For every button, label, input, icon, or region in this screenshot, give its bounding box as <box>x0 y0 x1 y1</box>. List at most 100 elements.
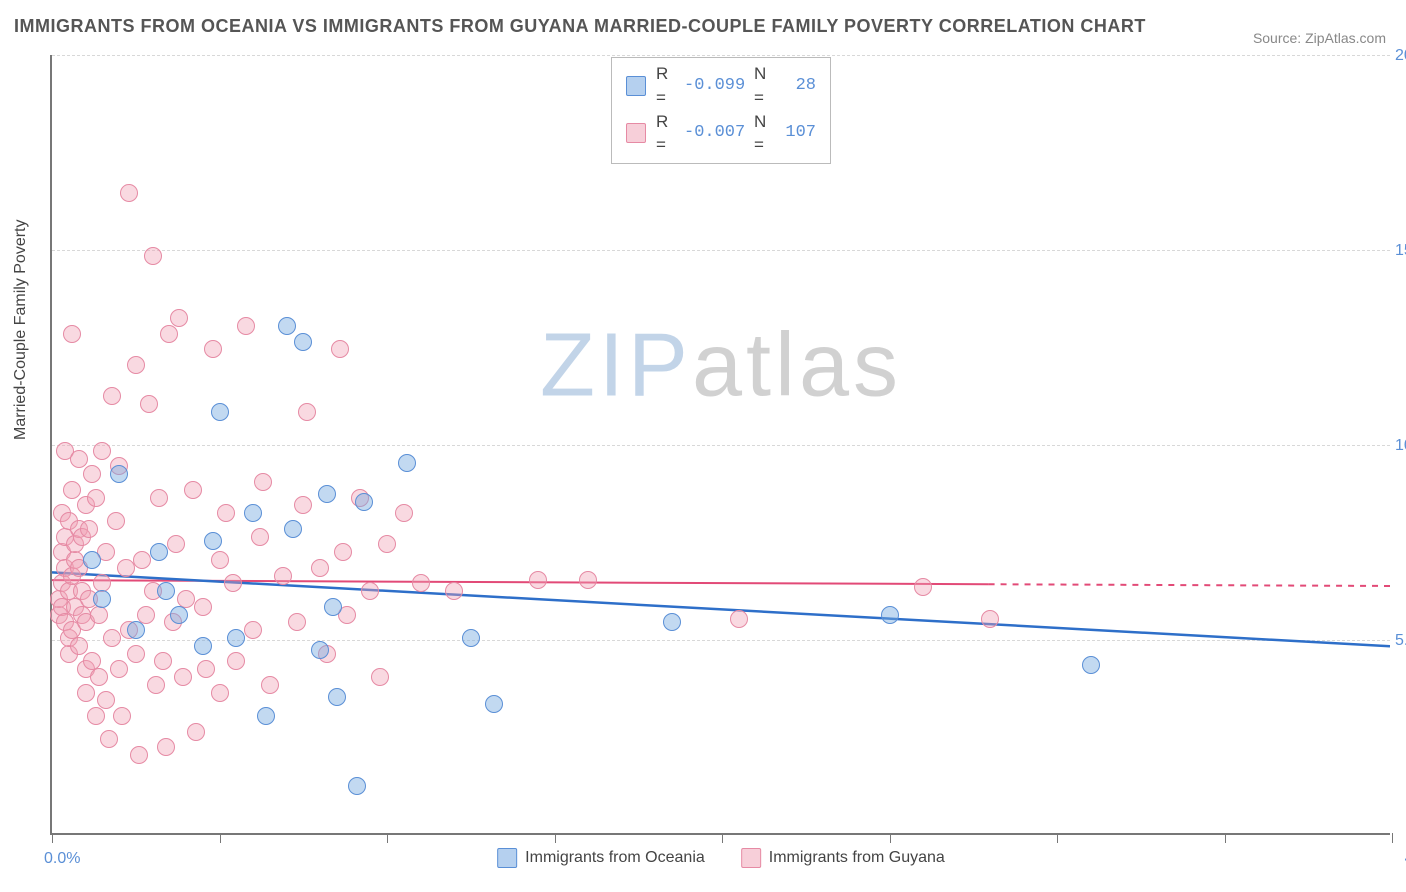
data-point-guyana <box>331 340 349 358</box>
n-label: N = <box>754 62 772 110</box>
r-value-guyana: -0.007 <box>684 121 744 145</box>
data-point-guyana <box>100 730 118 748</box>
x-tick <box>220 833 221 843</box>
swatch-blue-icon <box>626 76 646 96</box>
x-tick <box>1225 833 1226 843</box>
data-point-guyana <box>93 442 111 460</box>
y-tick-label: 5.0% <box>1395 632 1406 650</box>
data-point-guyana <box>445 582 463 600</box>
data-point-guyana <box>395 504 413 522</box>
data-point-oceania <box>110 465 128 483</box>
data-point-guyana <box>197 660 215 678</box>
data-point-guyana <box>63 481 81 499</box>
legend-item-guyana: Immigrants from Guyana <box>741 848 945 868</box>
points-layer <box>52 55 1390 833</box>
data-point-guyana <box>211 551 229 569</box>
data-point-guyana <box>110 660 128 678</box>
data-point-guyana <box>371 668 389 686</box>
data-point-guyana <box>187 723 205 741</box>
chart-title: IMMIGRANTS FROM OCEANIA VS IMMIGRANTS FR… <box>14 16 1146 37</box>
data-point-guyana <box>127 645 145 663</box>
data-point-guyana <box>160 325 178 343</box>
plot-area: ZIPatlas R = -0.099 N = 28 R = -0.007 N … <box>50 55 1390 835</box>
data-point-guyana <box>147 676 165 694</box>
data-point-guyana <box>157 738 175 756</box>
legend-label-guyana: Immigrants from Guyana <box>769 849 945 867</box>
data-point-guyana <box>227 652 245 670</box>
x-tick <box>387 833 388 843</box>
data-point-guyana <box>914 578 932 596</box>
legend-row-guyana: R = -0.007 N = 107 <box>626 110 816 158</box>
x-tick <box>1057 833 1058 843</box>
data-point-guyana <box>244 621 262 639</box>
data-point-guyana <box>103 387 121 405</box>
legend-item-oceania: Immigrants from Oceania <box>497 848 705 868</box>
legend-row-oceania: R = -0.099 N = 28 <box>626 62 816 110</box>
y-tick-label: 15.0% <box>1395 242 1406 260</box>
data-point-guyana <box>254 473 272 491</box>
data-point-guyana <box>311 559 329 577</box>
data-point-guyana <box>251 528 269 546</box>
x-tick <box>555 833 556 843</box>
data-point-guyana <box>261 676 279 694</box>
data-point-oceania <box>227 629 245 647</box>
data-point-guyana <box>378 535 396 553</box>
data-point-guyana <box>117 559 135 577</box>
n-value-oceania: 28 <box>782 74 816 98</box>
swatch-pink-icon <box>741 848 761 868</box>
data-point-guyana <box>133 551 151 569</box>
data-point-guyana <box>127 356 145 374</box>
data-point-guyana <box>87 707 105 725</box>
data-point-oceania <box>170 606 188 624</box>
data-point-guyana <box>224 574 242 592</box>
n-value-guyana: 107 <box>782 121 816 145</box>
data-point-guyana <box>170 309 188 327</box>
r-value-oceania: -0.099 <box>684 74 744 98</box>
r-label: R = <box>656 110 674 158</box>
data-point-oceania <box>211 403 229 421</box>
data-point-guyana <box>154 652 172 670</box>
data-point-guyana <box>288 613 306 631</box>
x-min-label: 0.0% <box>44 850 80 868</box>
data-point-guyana <box>144 247 162 265</box>
data-point-guyana <box>103 629 121 647</box>
x-tick <box>890 833 891 843</box>
data-point-guyana <box>730 610 748 628</box>
swatch-pink-icon <box>626 123 646 143</box>
data-point-guyana <box>194 598 212 616</box>
data-point-guyana <box>120 184 138 202</box>
data-point-guyana <box>274 567 292 585</box>
data-point-oceania <box>311 641 329 659</box>
data-point-guyana <box>237 317 255 335</box>
data-point-oceania <box>204 532 222 550</box>
data-point-guyana <box>90 606 108 624</box>
data-point-guyana <box>113 707 131 725</box>
data-point-guyana <box>412 574 430 592</box>
data-point-guyana <box>204 340 222 358</box>
data-point-oceania <box>663 613 681 631</box>
data-point-oceania <box>355 493 373 511</box>
data-point-guyana <box>529 571 547 589</box>
data-point-oceania <box>278 317 296 335</box>
data-point-guyana <box>137 606 155 624</box>
series-legend: Immigrants from Oceania Immigrants from … <box>497 848 945 868</box>
data-point-guyana <box>130 746 148 764</box>
data-point-guyana <box>80 520 98 538</box>
data-point-oceania <box>328 688 346 706</box>
data-point-guyana <box>107 512 125 530</box>
data-point-guyana <box>184 481 202 499</box>
data-point-guyana <box>83 465 101 483</box>
data-point-guyana <box>211 684 229 702</box>
data-point-guyana <box>217 504 235 522</box>
data-point-guyana <box>334 543 352 561</box>
data-point-oceania <box>881 606 899 624</box>
data-point-guyana <box>77 684 95 702</box>
correlation-legend: R = -0.099 N = 28 R = -0.007 N = 107 <box>611 57 831 164</box>
source-attribution: Source: ZipAtlas.com <box>1253 30 1386 46</box>
data-point-guyana <box>174 668 192 686</box>
data-point-oceania <box>127 621 145 639</box>
data-point-oceania <box>324 598 342 616</box>
data-point-guyana <box>298 403 316 421</box>
n-label: N = <box>754 110 772 158</box>
data-point-oceania <box>284 520 302 538</box>
